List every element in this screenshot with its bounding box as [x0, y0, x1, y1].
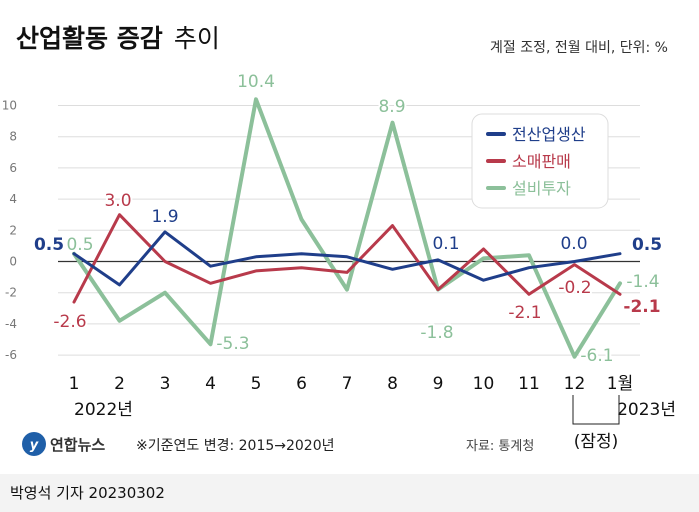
chart-title-sub: 추이 — [174, 24, 220, 53]
data-label: 3.0 — [104, 191, 131, 211]
data-label-halo: -1.4 — [626, 272, 659, 292]
data-label-halo: 10.4 — [237, 72, 275, 92]
y-tick-label: -6 — [5, 348, 17, 362]
footnote: ※기준연도 변경: 2015→2020년 — [136, 438, 335, 454]
y-tick-label: -2 — [5, 286, 17, 300]
byline: 박영석 기자 20230302 — [10, 484, 165, 502]
y-axis: 10 8 6 4 2 0 -2 -4 -6 — [2, 99, 17, 363]
x-tick-label: 11 — [518, 374, 540, 394]
data-label-halo: 0.5 — [34, 235, 64, 255]
series-line-2 — [72, 213, 622, 304]
footer-bar — [0, 474, 699, 512]
x-tick-label: 1월 — [607, 374, 633, 394]
series-line-1 — [72, 230, 622, 287]
y-tick-label: 10 — [2, 99, 17, 113]
y-tick-label: 2 — [9, 223, 17, 237]
data-label: -1.8 — [420, 323, 453, 343]
data-label: 1.9 — [151, 207, 178, 227]
provisional-bracket — [572, 395, 620, 425]
data-label-halo: 0.5 — [632, 235, 662, 255]
data-label: 0.1 — [432, 234, 459, 254]
gridlines — [58, 105, 640, 356]
data-label-halo: -2.1 — [623, 297, 660, 317]
data-label-halo: -0.2 — [558, 278, 591, 298]
data-label: -6.1 — [580, 346, 613, 366]
y-tick-label: 6 — [9, 161, 17, 175]
data-label-halo: 0.5 — [66, 235, 93, 255]
x-tick-label: 8 — [387, 374, 398, 394]
data-label: -2.6 — [53, 312, 86, 332]
x-axis: 1 2 3 4 5 6 7 8 9 10 11 12 1월 — [69, 374, 634, 394]
y-tick-label: 0 — [9, 255, 17, 269]
data-labels: 0.50.5 0.50.5-2.6-2.63.03.01.91.9-5.3-5.3… — [32, 70, 664, 368]
year-label-2022: 2022년 — [74, 400, 133, 420]
chart-subtitle: 계절 조정, 전월 대비, 단위: % — [490, 40, 668, 56]
legend-label: 설비투자 — [512, 179, 571, 198]
source: 자료: 통계청 — [466, 439, 534, 454]
logo: y 연합뉴스 — [22, 432, 105, 456]
data-label: 10.4 — [237, 72, 275, 92]
chart-title-main: 산업활동 증감 — [16, 24, 163, 53]
data-label: 8.9 — [378, 97, 405, 117]
data-label: 0.0 — [560, 234, 587, 254]
series-line-3 — [72, 97, 622, 359]
logo-mark: y — [30, 438, 39, 453]
x-tick-label: 9 — [433, 374, 444, 394]
chart-title: 산업활동 증감 추이 — [16, 24, 220, 53]
legend-label: 소매판매 — [512, 152, 571, 171]
x-tick-label: 4 — [205, 374, 216, 394]
data-label: 0.5 — [66, 235, 93, 255]
data-label: -1.4 — [626, 272, 659, 292]
x-tick-label: 10 — [473, 374, 495, 394]
data-label-halo: -2.1 — [508, 303, 541, 323]
data-label-halo: 0.0 — [560, 234, 587, 254]
data-label-halo: 8.9 — [378, 97, 405, 117]
x-tick-label: 5 — [251, 374, 262, 394]
logo-text: 연합뉴스 — [50, 436, 105, 454]
data-label-halo: -6.1 — [580, 346, 613, 366]
data-label: 0.5 — [34, 235, 64, 255]
x-tick-label: 6 — [296, 374, 307, 394]
y-tick-label: 4 — [9, 192, 17, 206]
data-label-halo: -5.3 — [216, 334, 249, 354]
logo-circle — [22, 432, 46, 456]
data-label-halo: -2.6 — [53, 312, 86, 332]
x-tick-label: 12 — [564, 374, 586, 394]
data-label: -5.3 — [216, 334, 249, 354]
data-label-halo: 0.1 — [432, 234, 459, 254]
x-tick-label: 2 — [114, 374, 125, 394]
data-label-halo: 1.9 — [151, 207, 178, 227]
series-lines — [72, 97, 622, 359]
data-label: 0.5 — [632, 235, 662, 255]
x-tick-label: 7 — [342, 374, 353, 394]
data-label: -2.1 — [508, 303, 541, 323]
legend-box — [471, 113, 609, 209]
data-label: -2.1 — [623, 297, 660, 317]
y-tick-label: -4 — [5, 317, 17, 331]
legend-label: 전산업생산 — [512, 125, 586, 144]
x-tick-label: 1 — [69, 374, 80, 394]
provisional-label: (잠정) — [574, 432, 619, 452]
x-tick-label: 3 — [160, 374, 171, 394]
data-label: -0.2 — [558, 278, 591, 298]
year-label-2023: 2023년 — [617, 400, 676, 420]
y-tick-label: 8 — [9, 130, 17, 144]
data-label-halo: -1.8 — [420, 323, 453, 343]
data-label-halo: 3.0 — [104, 191, 131, 211]
